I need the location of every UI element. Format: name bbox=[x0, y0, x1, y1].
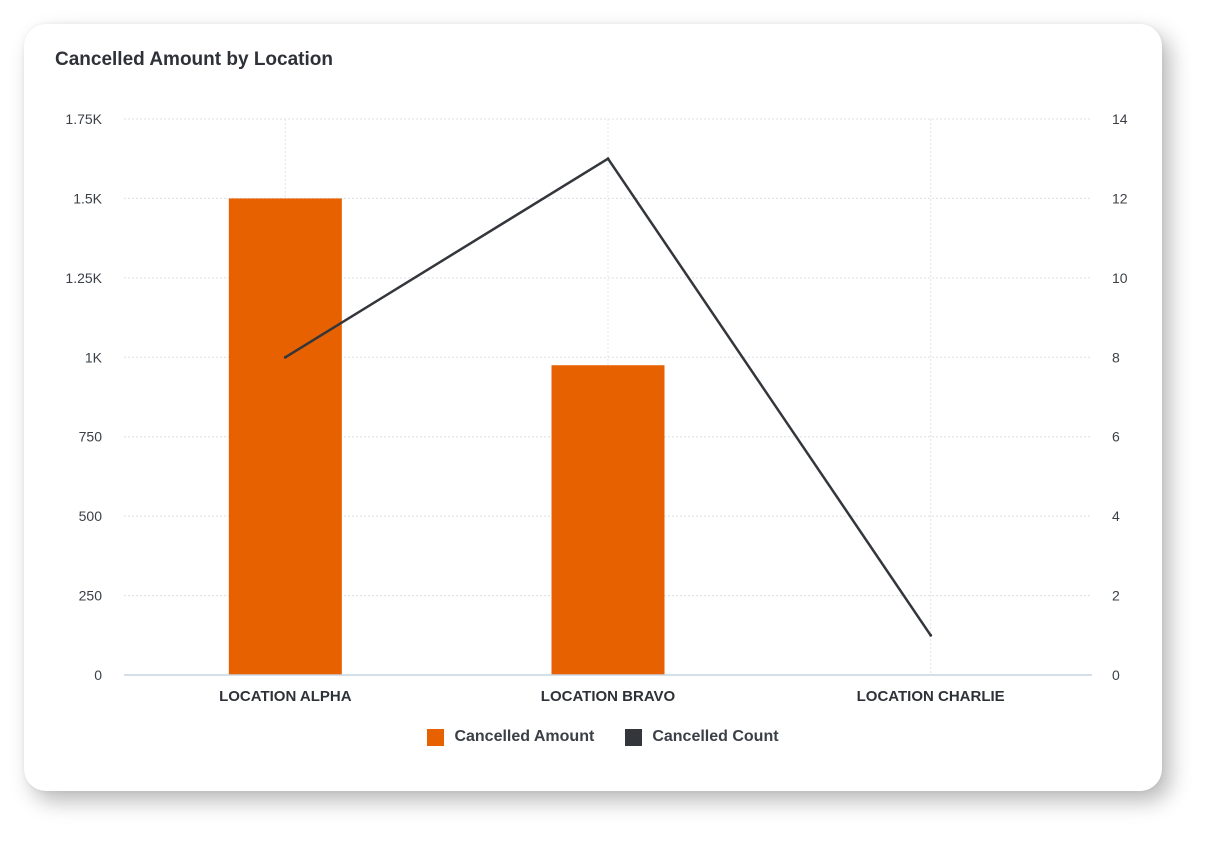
y-left-tick-label: 500 bbox=[79, 508, 103, 524]
y-right-tick-label: 10 bbox=[1112, 270, 1128, 286]
point-cancelled-count-2 bbox=[929, 633, 933, 637]
y-right-tick-label: 8 bbox=[1112, 349, 1120, 365]
y-right-tick-label: 12 bbox=[1112, 190, 1128, 206]
y-left-tick-label: 1.25K bbox=[65, 270, 102, 286]
x-tick-label-location-charlie: LOCATION CHARLIE bbox=[857, 688, 1005, 705]
combo-chart: 0 250 500 750 1K 1.25K 1.5K 1.75K 0 2 4 6 8 10 12 14 LOC… bbox=[65, 111, 1128, 705]
legend-label-cancelled-amount: Cancelled Amount bbox=[454, 728, 595, 745]
y-right-tick-label: 6 bbox=[1112, 429, 1120, 445]
chart-legend: Cancelled Amount Cancelled Count bbox=[34, 728, 1172, 746]
legend-item-cancelled-amount[interactable]: Cancelled Amount bbox=[427, 728, 594, 746]
x-tick-label-location-bravo: LOCATION BRAVO bbox=[541, 688, 676, 705]
y-right-tick-label: 4 bbox=[1112, 508, 1120, 524]
point-cancelled-count-1 bbox=[606, 157, 610, 161]
y-left-tick-label: 750 bbox=[79, 429, 103, 445]
y-left-tick-label: 1.5K bbox=[73, 190, 102, 206]
legend-swatch-cancelled-amount bbox=[427, 728, 445, 746]
point-cancelled-count-0 bbox=[283, 355, 287, 359]
y-left-tick-label: 1.75K bbox=[65, 111, 102, 127]
y-right-tick-label: 0 bbox=[1112, 667, 1120, 683]
x-tick-label-location-alpha: LOCATION ALPHA bbox=[219, 688, 352, 705]
legend-label-cancelled-count: Cancelled Count bbox=[652, 728, 779, 745]
legend-item-cancelled-count[interactable]: Cancelled Count bbox=[625, 728, 779, 746]
y-left-tick-label: 0 bbox=[94, 667, 102, 683]
bar-location-alpha bbox=[228, 198, 342, 675]
y-left-tick-label: 250 bbox=[79, 588, 103, 604]
legend-swatch-cancelled-count bbox=[625, 728, 643, 746]
y-right-tick-label: 2 bbox=[1112, 588, 1120, 604]
y-right-tick-label: 14 bbox=[1112, 111, 1128, 127]
y-left-tick-label: 1K bbox=[85, 349, 103, 365]
chart-card: Cancelled Amount by Location 0 250 500 750 1… bbox=[24, 24, 1162, 791]
chart-title: Cancelled Amount by Location bbox=[55, 49, 333, 70]
bar-location-bravo bbox=[551, 365, 665, 675]
